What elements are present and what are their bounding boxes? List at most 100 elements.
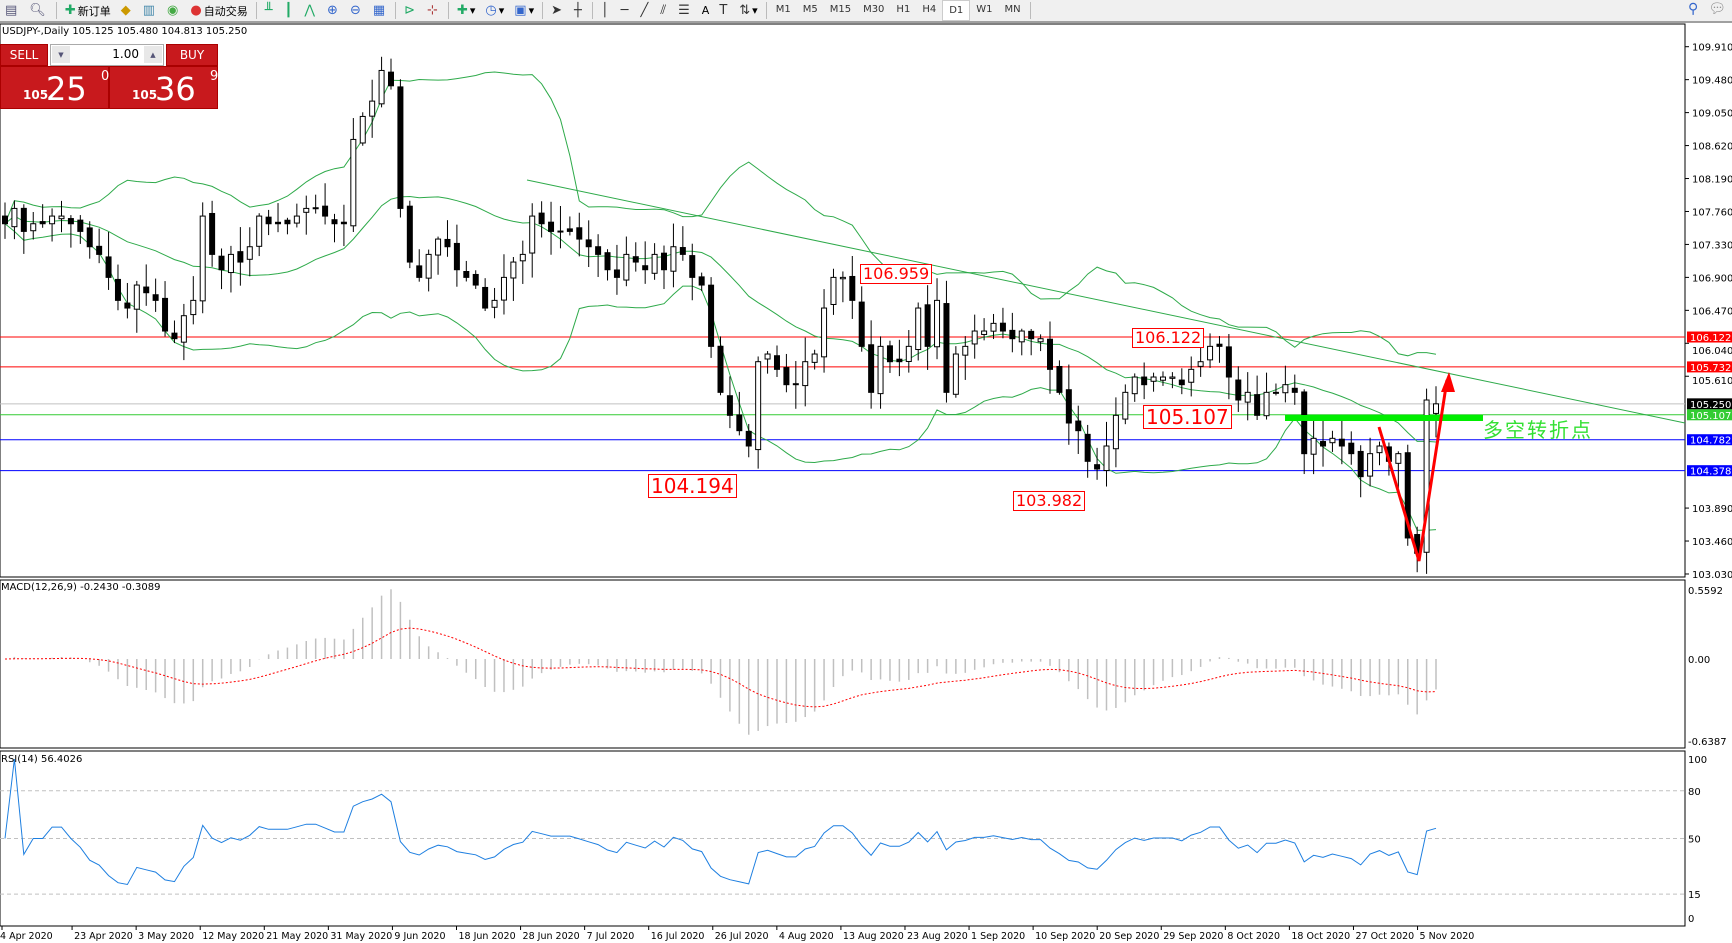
date-tick-label: 23 Aug 2020	[907, 931, 968, 942]
candle-body	[849, 275, 856, 301]
turn-point-bar	[1285, 415, 1483, 421]
candle-body	[595, 246, 602, 255]
lot-increase-icon[interactable]: ▲	[144, 46, 162, 63]
auto-trading-button[interactable]: ● 自动交易	[186, 1, 251, 20]
rsi-tick-label: 80	[1688, 787, 1701, 798]
timeframe-w1[interactable]: W1	[976, 4, 993, 15]
candle-body	[924, 304, 931, 347]
candle-body	[661, 252, 668, 271]
price-tick-label: 103.460	[1692, 537, 1732, 548]
database-icon: ▥	[142, 3, 156, 18]
indicators-button[interactable]: ✚ ▾	[456, 3, 476, 18]
crosshair-button[interactable]: ┼	[570, 1, 588, 20]
bollinger-middle-band	[4, 195, 1437, 443]
candle-body	[359, 115, 366, 144]
sell-price-handle: 105	[23, 88, 49, 102]
candle-body	[1075, 420, 1082, 432]
candle-body	[773, 355, 780, 370]
lot-size-value[interactable]: 1.00	[112, 47, 139, 61]
candle-body	[284, 219, 291, 225]
chat-icon[interactable]: 💬︎	[1708, 1, 1726, 17]
candle-body	[689, 255, 696, 278]
indicator-plus-icon: ✚	[456, 3, 468, 18]
new-order-button[interactable]: ✚ 新订单	[61, 1, 115, 20]
tile-windows-button[interactable]: ▦	[369, 1, 391, 20]
timeframe-m15[interactable]: M15	[829, 4, 852, 15]
candle-body	[623, 253, 630, 281]
signal-button[interactable]: ◉	[163, 1, 184, 20]
price-tick-label: 109.910	[1692, 43, 1732, 54]
search-icon[interactable]: ⚲	[1687, 1, 1699, 17]
toolbar-right: ⚲ 💬︎	[1688, 1, 1726, 17]
bar-chart-button[interactable]: ╨	[261, 1, 279, 20]
level-tag-text: 105.250	[1690, 400, 1731, 411]
candlestick-button[interactable]: ┃	[281, 1, 299, 20]
fibonacci-button[interactable]: ☰	[674, 1, 696, 20]
auto-scroll-button[interactable]: ⊳	[400, 1, 421, 20]
level-tag-text: 106.122	[1690, 333, 1731, 344]
date-tick-label: 18 Jun 2020	[458, 931, 515, 942]
lot-decrease-icon[interactable]: ▼	[52, 46, 70, 63]
timeframe-h1[interactable]: H1	[896, 4, 911, 15]
level-tag-105.732	[1687, 361, 1732, 373]
auto-trading-icon: ●	[190, 3, 202, 18]
text-button[interactable]: A	[698, 1, 714, 20]
candle-body	[1395, 453, 1402, 464]
template-icon: ▣	[514, 3, 527, 18]
date-tick-label: 4 Apr 2020	[0, 931, 53, 942]
templates-button[interactable]: ▣ ▾	[514, 3, 535, 18]
candle-body	[350, 138, 357, 227]
text-label-button[interactable]: T	[715, 1, 733, 20]
candle-body	[20, 207, 27, 232]
candle-body	[717, 345, 724, 393]
date-tick-label: 10 Sep 2020	[1035, 931, 1095, 942]
timeframe-m30[interactable]: M30	[863, 4, 885, 15]
text-tool-label: A	[701, 4, 710, 17]
date-tick-label: 20 Sep 2020	[1099, 931, 1159, 942]
candle-body	[1338, 438, 1345, 447]
candle-body	[227, 253, 234, 274]
horizontal-line-button[interactable]: ─	[617, 1, 635, 20]
candle-body	[604, 252, 611, 271]
candle-body	[275, 221, 282, 225]
macd-pane-frame	[0, 579, 1686, 749]
buy-button[interactable]: BUY	[166, 44, 218, 66]
candle-body	[303, 207, 310, 213]
zoom-in-button[interactable]: ⊕	[323, 1, 344, 20]
v-reversal-arrow	[1377, 379, 1449, 562]
candle-body	[1141, 376, 1148, 386]
timeframe-m1[interactable]: M1	[775, 4, 791, 15]
candle-body	[237, 251, 244, 263]
timeframe-m5[interactable]: M5	[802, 4, 818, 15]
candle-body	[1291, 387, 1298, 393]
periods-button[interactable]: ◷ ▾	[485, 3, 505, 18]
level-tag-105.107	[1687, 409, 1732, 421]
sell-button[interactable]: SELL	[0, 44, 48, 66]
candle-body	[406, 205, 413, 263]
cursor-button[interactable]: ➤	[547, 1, 568, 20]
arrows-button[interactable]: ⇅ ▾	[739, 3, 758, 18]
timeframe-h4[interactable]: H4	[922, 4, 937, 15]
candle-body	[726, 395, 733, 416]
trendline-button[interactable]: ╱	[636, 1, 654, 20]
line-chart-button[interactable]: ⋀	[300, 1, 321, 20]
timeframe-mn[interactable]: MN	[1004, 4, 1021, 15]
buy-price-pips: 36	[155, 70, 196, 108]
new-chart-button[interactable]: ▤	[1, 1, 23, 20]
sell-price-button[interactable]: 105 25 0	[0, 66, 109, 109]
date-tick-label: 26 Jul 2020	[715, 931, 769, 942]
buy-price-button[interactable]: 105 36 9	[109, 66, 218, 109]
price-tick-label: 105.610	[1692, 376, 1732, 387]
market-watch-button[interactable]: ◆	[117, 1, 137, 20]
candle-body	[868, 344, 875, 393]
chart-shift-button[interactable]: ⊹	[423, 1, 444, 20]
channel-button[interactable]: ⫽	[656, 1, 672, 20]
zoom-chart-button[interactable]: 🔍︎	[25, 1, 52, 20]
axes: 106.122105.732105.250105.107104.782104.3…	[0, 43, 1732, 942]
lot-size-stepper[interactable]: ▼ 1.00 ▲	[50, 44, 164, 66]
zoom-out-button[interactable]: ⊖	[346, 1, 367, 20]
vertical-line-button[interactable]: │	[597, 1, 615, 20]
timeframe-d1[interactable]: D1	[942, 0, 971, 21]
navigator-button[interactable]: ▥	[139, 1, 161, 20]
